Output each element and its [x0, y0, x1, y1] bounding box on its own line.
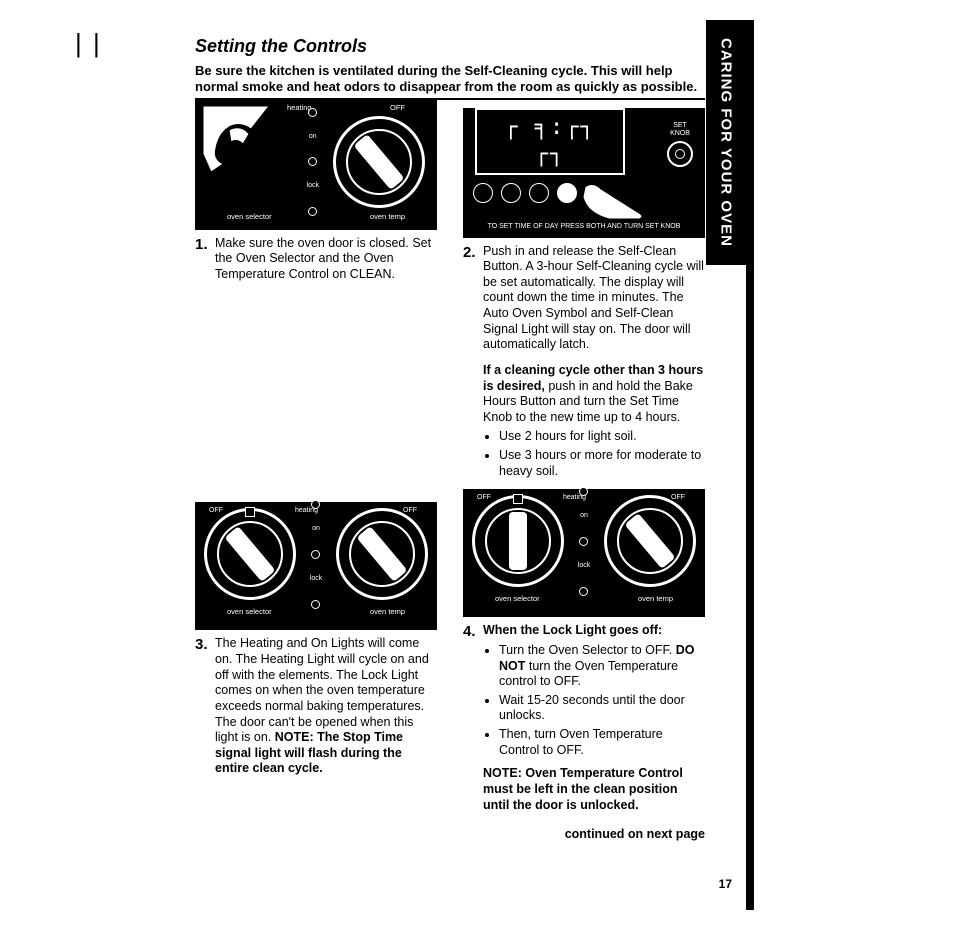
- section-tab: CARING FOR YOUR OVEN: [706, 20, 746, 265]
- self-clean-button-icon: [557, 183, 577, 203]
- panel-label: heating: [563, 494, 586, 503]
- finger-press-icon: [579, 183, 649, 219]
- timer-button-icon: [473, 183, 493, 203]
- set-knob: SETKNOB: [667, 122, 693, 168]
- panel-note: TO SET TIME OF DAY PRESS BOTH AND TURN S…: [473, 223, 695, 232]
- panel-label: oven temp: [370, 212, 405, 221]
- panel-label: KNOB: [670, 130, 690, 137]
- stop-time-button-icon: [529, 183, 549, 203]
- oven-temp-dial: [333, 116, 425, 208]
- step-2b: If a cleaning cycle other than 3 hours i…: [483, 363, 705, 479]
- bullet-list: Turn the Oven Selector to OFF. DO NOT tu…: [483, 643, 705, 758]
- section-tab-label: CARING FOR YOUR OVEN: [718, 38, 735, 247]
- left-column: heating OFF on lock oven selector oven temp…: [195, 100, 437, 843]
- text-run: The Heating and On Lights will come on. …: [215, 636, 429, 744]
- panel-label: oven temp: [370, 607, 405, 616]
- text-run: Turn the Oven Selector to OFF.: [499, 643, 676, 657]
- note-bold: NOTE: Oven Temperature Control must be l…: [483, 766, 683, 811]
- panel-label: lock: [578, 562, 590, 571]
- step-text: Push in and release the Self-Clean Butto…: [483, 244, 705, 353]
- indicator-lights: on lock: [307, 108, 319, 217]
- hand-illustration: [201, 104, 271, 174]
- digital-display: ┌ ╕:┌┐ ┌┐: [475, 108, 625, 175]
- lock-light-icon: [308, 207, 317, 216]
- clock-panel-fig-2: SETKNOB ┌ ╕:┌┐ ┌┐ TO SET TIME OF DAY PRE…: [463, 108, 705, 238]
- bullet-list: Use 2 hours for light soil. Use 3 hours …: [483, 429, 705, 479]
- lock-light-icon: [311, 600, 320, 609]
- panel-label: oven temp: [638, 594, 673, 603]
- side-black-bar: [746, 20, 754, 910]
- panel-label: on: [580, 512, 588, 521]
- panel-label: OFF: [390, 103, 405, 112]
- step-number: 1.: [195, 236, 211, 283]
- oven-temp-dial: [336, 508, 428, 600]
- lock-light-icon: [579, 587, 588, 596]
- indicator-lights: on lock: [578, 487, 590, 596]
- dial-notch-icon: [245, 507, 255, 517]
- panel-label: heating: [295, 507, 318, 516]
- oven-selector-dial: [472, 495, 564, 587]
- page-number: 17: [719, 877, 732, 891]
- step-text: The Heating and On Lights will come on. …: [215, 636, 437, 777]
- oven-temp-dial: [604, 495, 696, 587]
- panel-label: OFF: [209, 507, 223, 516]
- on-light-icon: [308, 157, 317, 166]
- on-light-icon: [579, 537, 588, 546]
- step-2: 2. Push in and release the Self-Clean Bu…: [463, 244, 705, 353]
- list-item: Turn the Oven Selector to OFF. DO NOT tu…: [499, 643, 705, 690]
- step-1: 1. Make sure the oven door is closed. Se…: [195, 236, 437, 283]
- dial-knob-icon: [625, 513, 676, 569]
- set-knob-icon: [667, 141, 693, 167]
- list-item: Wait 15-20 seconds until the door unlock…: [499, 693, 705, 724]
- right-column: SETKNOB ┌ ╕:┌┐ ┌┐ TO SET TIME OF DAY PRE…: [463, 100, 705, 843]
- step-text: Make sure the oven door is closed. Set t…: [215, 236, 437, 283]
- step-text: When the Lock Light goes off: Turn the O…: [483, 623, 705, 813]
- on-light-icon: [311, 550, 320, 559]
- step-number: 3.: [195, 636, 211, 777]
- dial-notch-icon: [513, 494, 523, 504]
- panel-label: lock: [310, 575, 322, 584]
- spacer: [195, 292, 437, 502]
- list-item: Use 3 hours or more for moderate to heav…: [499, 448, 705, 479]
- control-panel-fig-4: OFF heating OFF onlock oven selectoroven…: [463, 489, 705, 617]
- panel-label: on: [312, 525, 320, 534]
- step-3: 3. The Heating and On Lights will come o…: [195, 636, 437, 777]
- bake-hours-button-icon: [501, 183, 521, 203]
- intro-warning: Be sure the kitchen is ventilated during…: [195, 63, 705, 100]
- dial-knob-icon: [509, 512, 527, 570]
- oven-selector-dial: [204, 508, 296, 600]
- panel-label: oven selector: [495, 594, 540, 603]
- step-number: 4.: [463, 623, 479, 813]
- page-heading: Setting the Controls: [195, 36, 705, 57]
- step-text: If a cleaning cycle other than 3 hours i…: [483, 363, 705, 426]
- dial-knob-icon: [357, 526, 408, 582]
- control-panel-fig-3: OFF heating OFF onlock oven selectoroven…: [195, 502, 437, 630]
- panel-label: oven selector: [227, 212, 272, 221]
- continued-text: continued on next page: [565, 827, 705, 841]
- panel-label: oven selector: [227, 607, 272, 616]
- columns: heating OFF on lock oven selector oven temp…: [195, 100, 705, 843]
- step-4: 4. When the Lock Light goes off: Turn th…: [463, 623, 705, 813]
- indicator-lights: on lock: [310, 500, 322, 609]
- step-4-heading: When the Lock Light goes off:: [483, 623, 662, 637]
- panel-label: OFF: [477, 494, 491, 503]
- scan-registration-marks: | |: [75, 28, 102, 59]
- page-content: Setting the Controls Be sure the kitchen…: [195, 36, 705, 843]
- continued-line: continued on next page: [463, 827, 705, 843]
- heating-light-icon: [308, 108, 317, 117]
- button-row: [473, 183, 695, 219]
- control-panel-fig-1: heatingOFF onlock oven selectoroven temp: [195, 100, 437, 230]
- list-item: Use 2 hours for light soil.: [499, 429, 705, 445]
- text-run: turn the Oven Temperature control to OFF…: [499, 659, 678, 689]
- list-item: Then, turn Oven Temperature Control to O…: [499, 727, 705, 758]
- panel-label: on: [309, 133, 317, 142]
- dial-knob-icon: [353, 134, 404, 190]
- dial-knob-icon: [224, 526, 275, 582]
- panel-label: lock: [307, 182, 319, 191]
- step-number: 2.: [463, 244, 479, 353]
- panel-label: SET: [673, 122, 687, 129]
